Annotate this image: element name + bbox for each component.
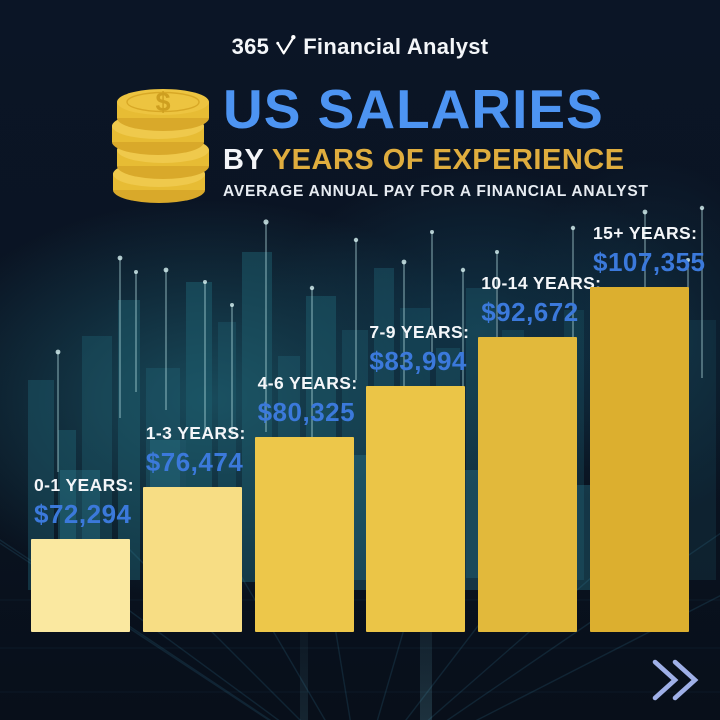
gold-coins-stack-icon: $ [112, 87, 209, 203]
page-title: US SALARIES [223, 78, 604, 140]
svg-text:$: $ [155, 87, 170, 117]
bar [478, 337, 578, 632]
stock-line-check-icon [276, 35, 296, 55]
bar-category-label: 4-6 YEARS: [257, 373, 358, 393]
bar-group: 15+ YEARS: $107,355 [590, 223, 705, 632]
bar-category-label: 0-1 YEARS: [34, 475, 134, 495]
bar-value-label: $107,355 [593, 247, 706, 277]
bar-category-label: 10-14 YEARS: [481, 273, 602, 293]
brand-number: 365 [231, 34, 270, 59]
bar-category-label: 15+ YEARS: [593, 223, 698, 243]
next-page-button[interactable] [650, 655, 702, 705]
bar-category-label: 7-9 YEARS: [369, 322, 470, 342]
bar-label: 1-3 YEARS: $76,474 [146, 423, 246, 478]
subtitle-prefix: BY [223, 144, 264, 176]
bar [142, 487, 242, 632]
bar-category-label: 1-3 YEARS: [145, 423, 246, 443]
bar-value-label: $80,325 [257, 397, 356, 427]
bar [590, 287, 689, 632]
bar [254, 437, 354, 632]
double-chevron-right-icon [652, 659, 699, 701]
bar-value-label: $76,474 [145, 447, 244, 477]
bar [366, 386, 466, 632]
bar-label: 0-1 YEARS: $72,294 [34, 475, 134, 530]
subtitle-highlight: YEARS OF EXPERIENCE [271, 144, 625, 176]
bar-value-label: $83,994 [369, 346, 467, 376]
bar-group: 4-6 YEARS: $80,325 [254, 373, 357, 632]
bar-value-label: $92,672 [481, 297, 579, 327]
bar-label: 4-6 YEARS: $80,325 [258, 373, 358, 428]
bar-label: 15+ YEARS: $107,355 [593, 223, 705, 278]
titles: US SALARIES BY YEARS OF EXPERIENCE AVERA… [223, 82, 649, 201]
title-block: $ US SALARIES BY YEARS OF EXPERIENCE AVE… [103, 82, 649, 208]
bar-group: 1-3 YEARS: $76,474 [142, 423, 245, 632]
bar-group: 0-1 YEARS: $72,294 [31, 475, 134, 632]
bar-group: 10-14 YEARS: $92,672 [478, 273, 601, 632]
brand-header: 365 Financial Analyst [0, 34, 720, 60]
tagline: AVERAGE ANNUAL PAY FOR A FINANCIAL ANALY… [223, 183, 649, 201]
bar [31, 539, 130, 632]
bar-group: 7-9 YEARS: $83,994 [366, 322, 469, 632]
page-subtitle: BY YEARS OF EXPERIENCE [223, 145, 649, 175]
bar-value-label: $72,294 [34, 499, 132, 529]
bar-label: 7-9 YEARS: $83,994 [369, 322, 469, 377]
brand-name: Financial Analyst [303, 34, 489, 59]
bar-label: 10-14 YEARS: $92,672 [481, 273, 601, 328]
